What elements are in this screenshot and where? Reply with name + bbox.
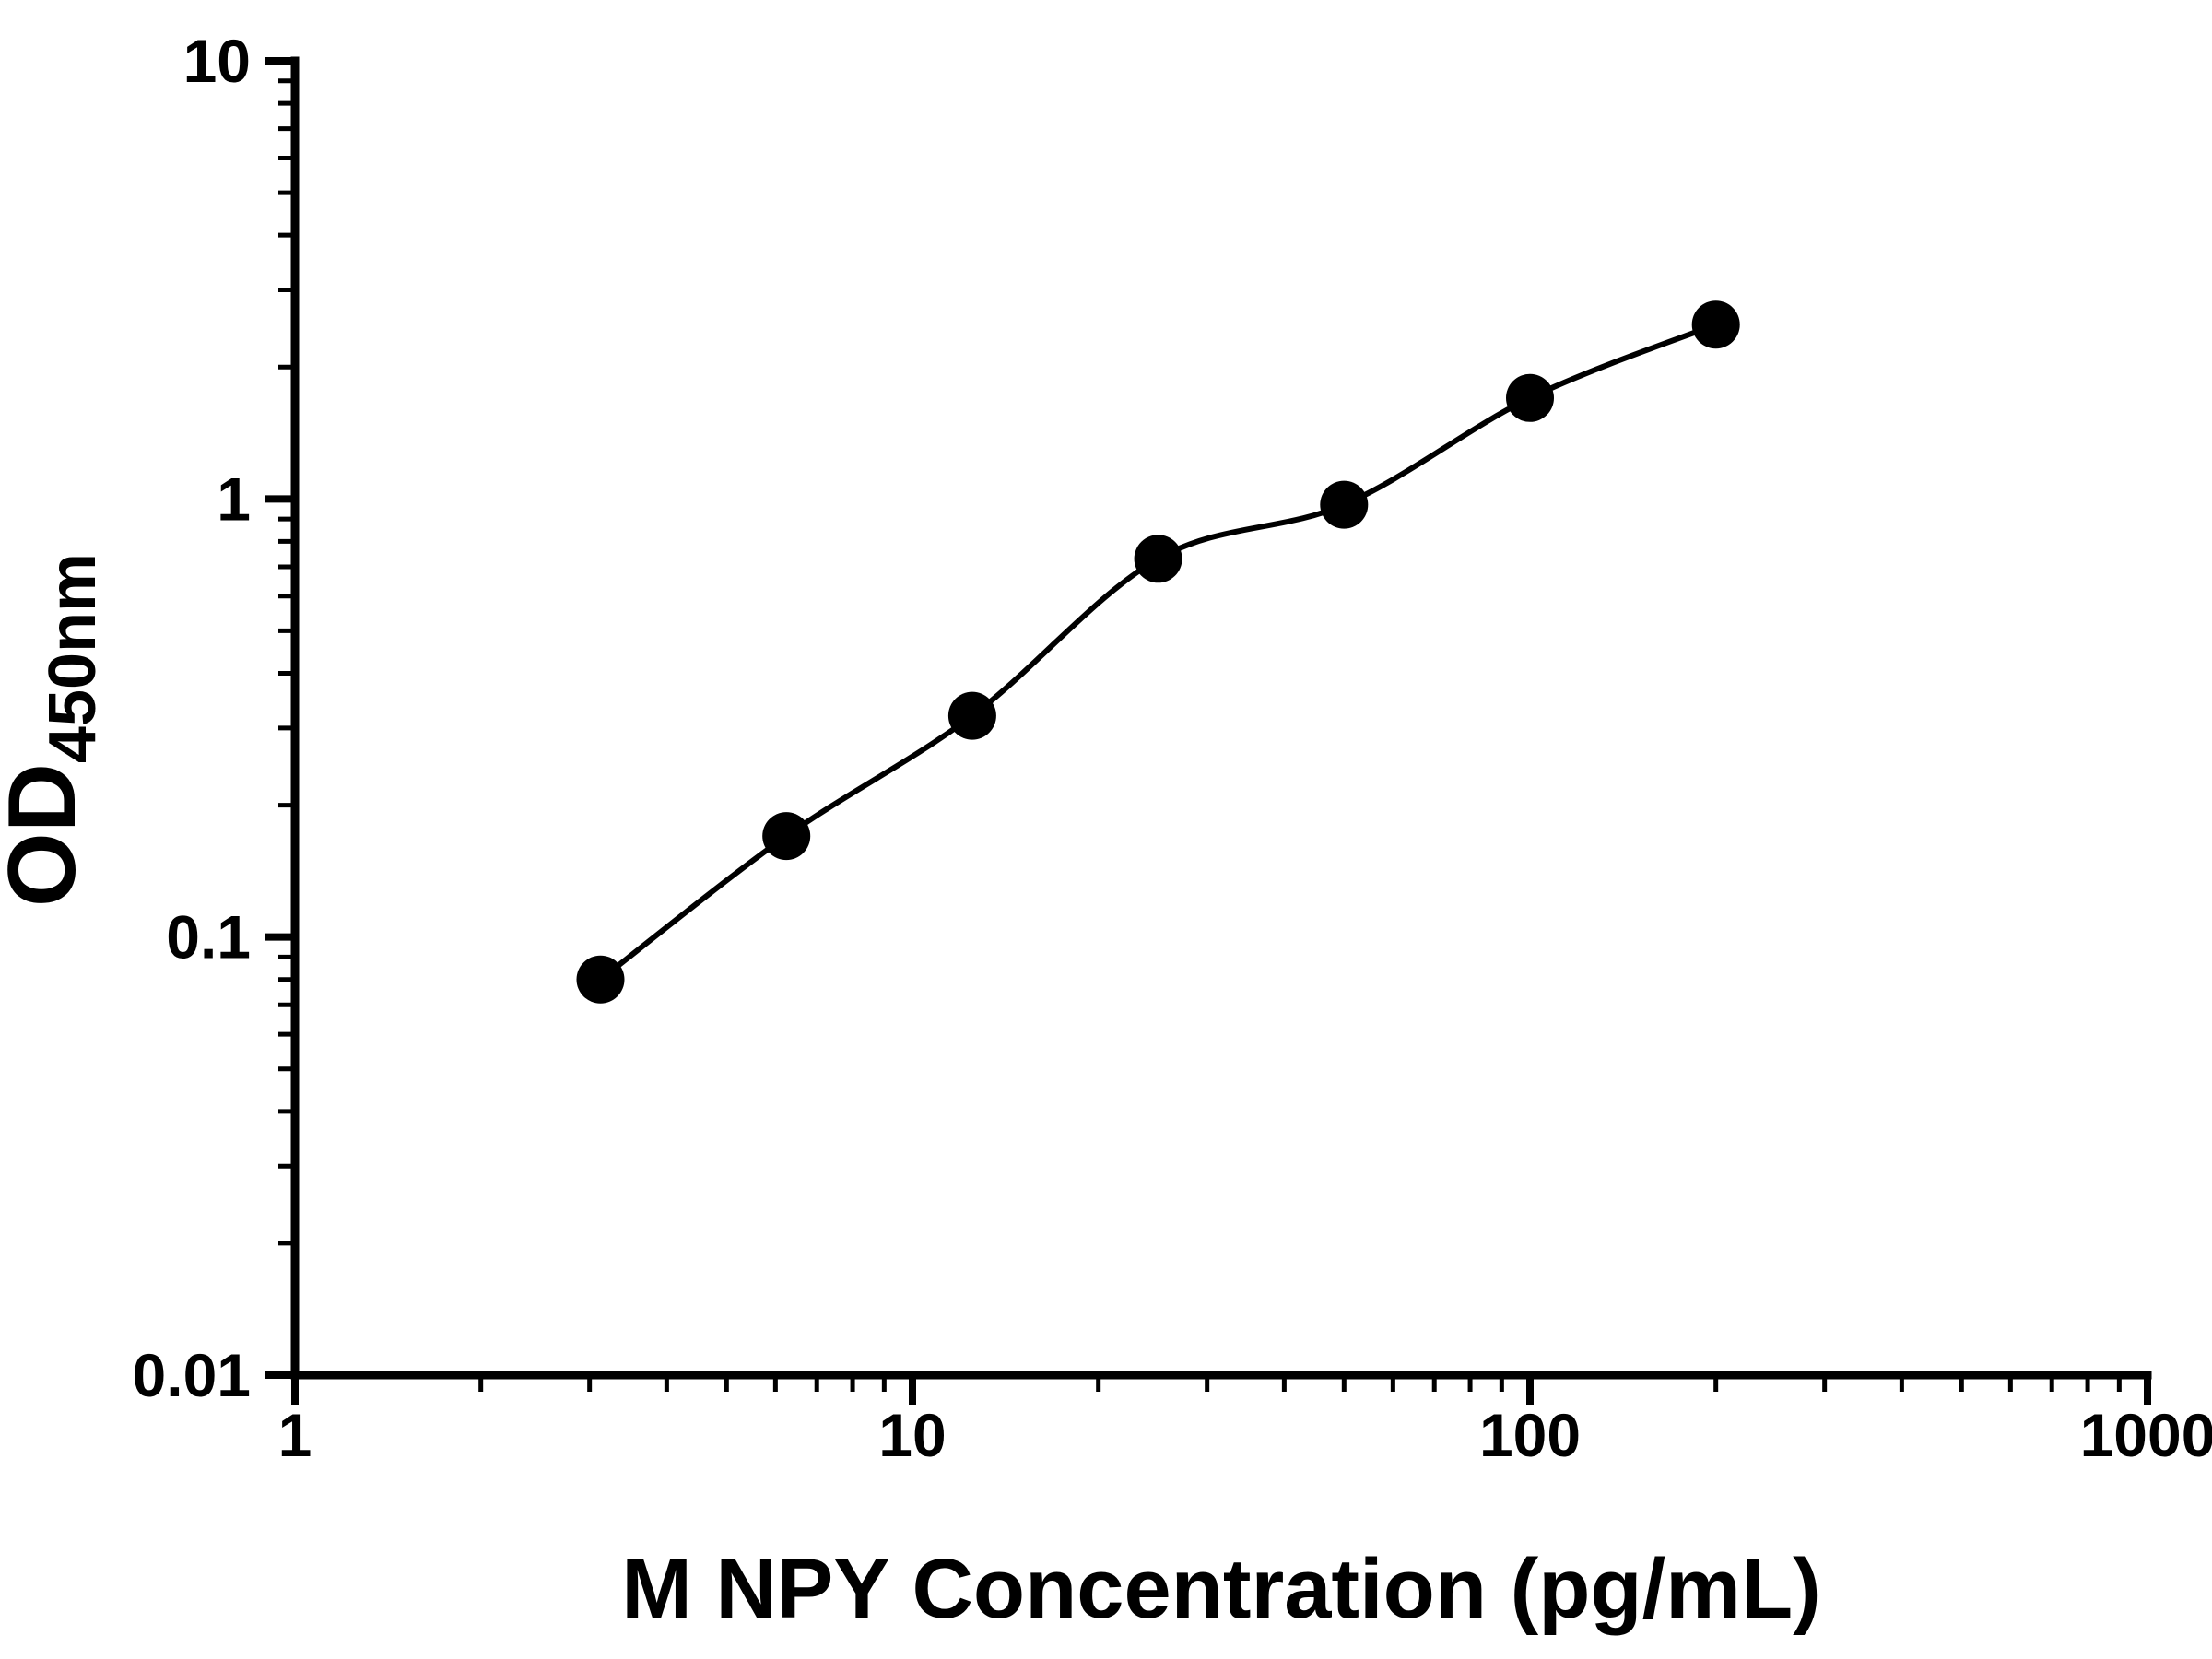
y-axis-title: OD450nm [0,553,110,907]
data-point [1134,535,1182,583]
data-point [1506,373,1554,422]
fit-curve [598,322,1717,982]
data-point [1320,480,1369,529]
x-tick-label: 100 [1479,1401,1581,1469]
data-points [576,300,1740,1004]
data-point [576,955,625,1004]
y-axis-title-main: OD [0,763,96,907]
y-tick-label: 1 [217,465,251,533]
y-tick-label: 10 [183,27,251,95]
axes [290,56,2152,1380]
data-point [1691,300,1740,349]
minor-ticks [278,78,2122,1392]
y-axis-title-subscript: 450nm [36,553,110,763]
y-tick-label: 0.01 [133,1341,251,1409]
data-point [947,691,996,740]
x-axis-title: M NPY Concentration (pg/mL) [621,1542,1821,1636]
x-tick-label: 1 [278,1401,312,1469]
major-ticks [265,57,2151,1405]
data-point [762,812,811,861]
x-tick-labels: 1 10 100 1000 [278,1401,2212,1469]
x-tick-label: 10 [878,1401,946,1469]
x-tick-label: 1000 [2080,1401,2212,1469]
y-tick-label: 0.1 [166,903,251,971]
y-tick-labels: 0.01 0.1 1 10 [133,27,251,1409]
